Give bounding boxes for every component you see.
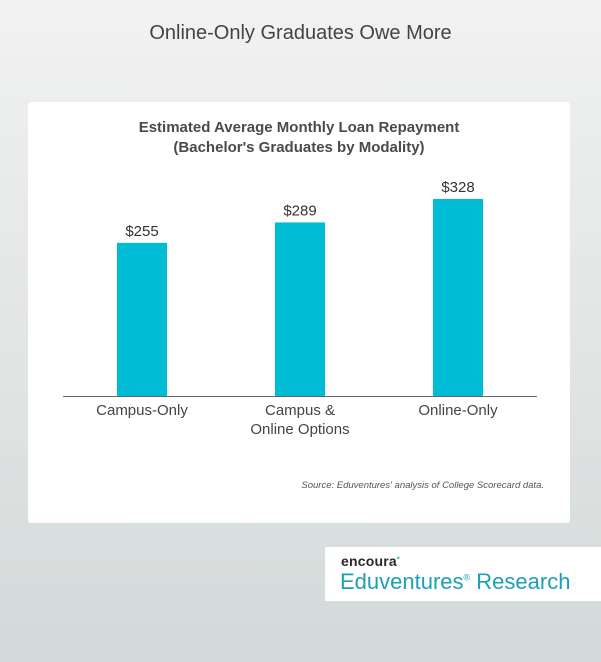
chart-card: Estimated Average Monthly Loan Repayment… [28,102,570,523]
brand-eduventures-research: Eduventures® Research [340,569,571,594]
chart-title: Estimated Average Monthly Loan Repayment… [28,118,570,158]
chart-title-line-2: (Bachelor's Graduates by Modality) [173,139,425,156]
category-label-1: Campus-Only [96,402,188,419]
bar-value-label-3: $328 [441,179,474,196]
category-label-2-line-1: Campus & [265,402,335,419]
source-note: Source: Eduventures' analysis of College… [301,480,544,491]
brand-encoura: encoura• [341,553,400,569]
chart-title-line-1: Estimated Average Monthly Loan Repayment [138,119,460,136]
page-title: Online-Only Graduates Owe More [149,22,452,44]
brand-logo: encoura• Eduventures® Research [325,547,601,601]
bar-chart: $255 Campus-Only $289 Campus & Online Option… [63,179,537,438]
bar-2 [275,222,325,396]
category-label-2-line-2: Online Options [250,421,349,438]
category-label-3: Online-Only [418,402,498,419]
bar-value-label-1: $255 [125,223,158,240]
brand-mark: • [396,553,400,563]
bar-value-label-2: $289 [283,202,316,219]
bar-1 [117,242,167,396]
bar-3 [433,199,483,396]
